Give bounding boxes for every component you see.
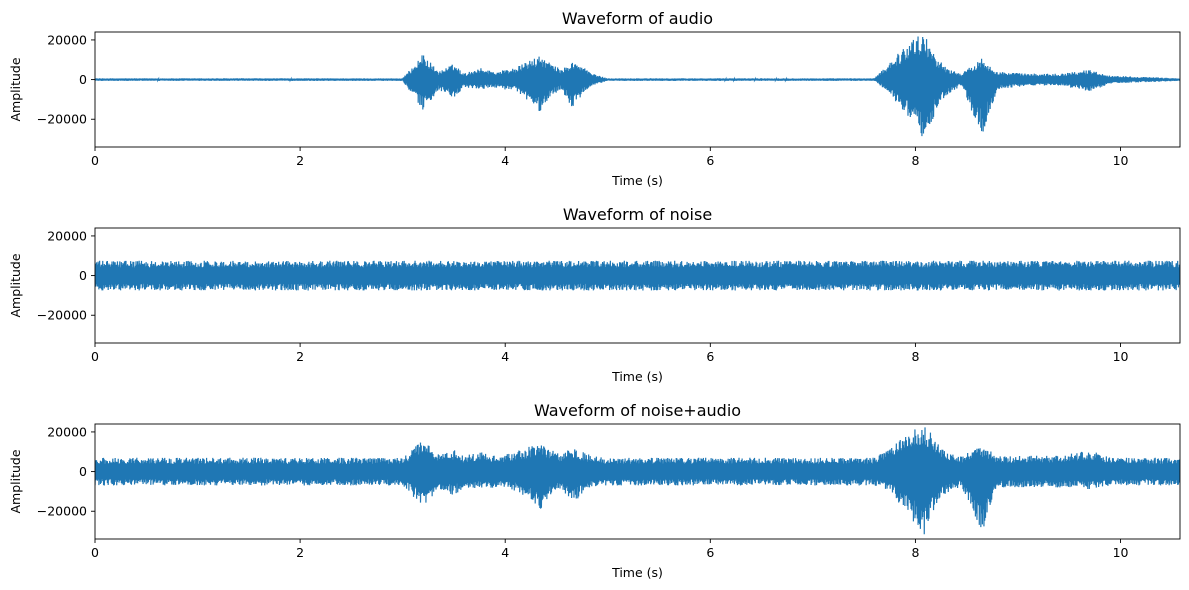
- subplot-2: Waveform of noise 0 2 4 6 8 10 20000 0 −20000 Time…: [8, 205, 1181, 384]
- x-tick-label: 6: [706, 349, 714, 364]
- axes-frame: [94, 227, 1181, 344]
- y-axis-label: Amplitude: [8, 57, 23, 121]
- chart-title: Waveform of audio: [562, 9, 713, 28]
- x-tick-label: 0: [91, 153, 99, 168]
- waveform-line: [95, 427, 1180, 535]
- x-tick-label: 4: [501, 545, 509, 560]
- x-tick-label: 6: [706, 545, 714, 560]
- x-tick-label: 10: [1113, 349, 1129, 364]
- x-tick-label: 0: [91, 545, 99, 560]
- y-tick-label: −20000: [37, 308, 87, 323]
- y-tick-label: −20000: [37, 112, 87, 127]
- x-tick-label: 4: [501, 153, 509, 168]
- y-tick-label: 0: [79, 72, 87, 87]
- x-tick-label: 2: [296, 349, 304, 364]
- subplot-3: Waveform of noise+audio 0 2 4 6 8 10 20000 0 −200…: [8, 401, 1181, 580]
- waveform-line: [95, 36, 1180, 137]
- axes-frame: [94, 31, 1181, 148]
- x-tick-label: 0: [91, 349, 99, 364]
- x-axis-label: Time (s): [611, 173, 663, 188]
- x-tick-label: 2: [296, 545, 304, 560]
- y-tick-label: 20000: [47, 32, 87, 47]
- y-tick-label: 20000: [47, 228, 87, 243]
- x-tick-label: 10: [1113, 153, 1129, 168]
- chart-title: Waveform of noise+audio: [534, 401, 741, 420]
- y-axis-label: Amplitude: [8, 449, 23, 513]
- x-tick-label: 10: [1113, 545, 1129, 560]
- x-tick-label: 8: [911, 545, 919, 560]
- x-axis-label: Time (s): [611, 565, 663, 580]
- axes-frame: [94, 423, 1181, 540]
- subplot-1: Waveform of audio 0 2 4 6 8 10 20000 0 −20000 Time…: [8, 9, 1181, 188]
- x-tick-label: 8: [911, 349, 919, 364]
- chart-title: Waveform of noise: [563, 205, 712, 224]
- y-tick-label: 0: [79, 268, 87, 283]
- y-tick-label: 20000: [47, 424, 87, 439]
- x-tick-label: 6: [706, 153, 714, 168]
- x-axis-label: Time (s): [611, 369, 663, 384]
- x-tick-label: 4: [501, 349, 509, 364]
- x-tick-label: 2: [296, 153, 304, 168]
- waveform-line: [95, 260, 1180, 291]
- y-axis-label: Amplitude: [8, 253, 23, 317]
- y-tick-label: 0: [79, 464, 87, 479]
- x-tick-label: 8: [911, 153, 919, 168]
- y-tick-label: −20000: [37, 504, 87, 519]
